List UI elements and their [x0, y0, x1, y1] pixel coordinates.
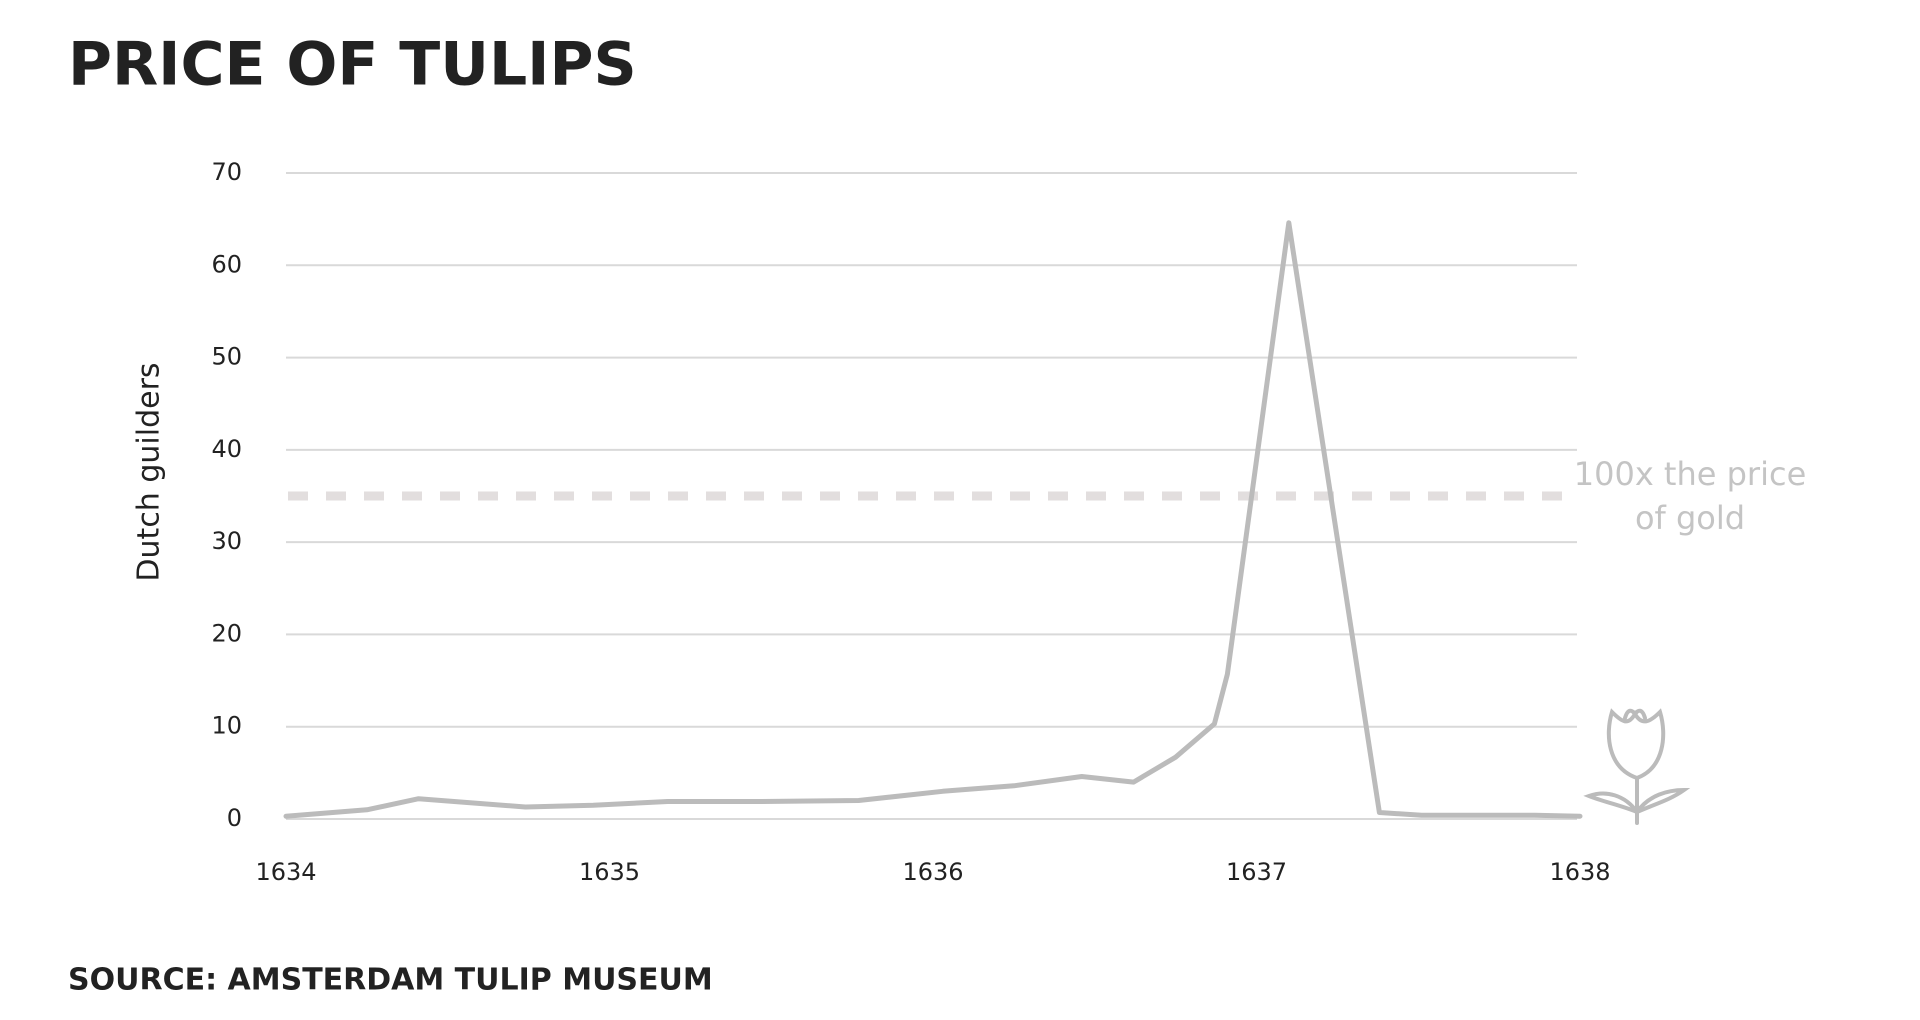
- x-tick-label: 1637: [1226, 858, 1287, 886]
- y-tick-label: 10: [211, 712, 242, 740]
- reference-label: 100x the price of gold: [1573, 455, 1807, 537]
- x-tick-label: 1638: [1549, 858, 1610, 886]
- x-tick-label: 1634: [255, 858, 316, 886]
- y-tick-label: 20: [211, 619, 242, 647]
- chart-title: PRICE OF TULIPS: [68, 30, 637, 100]
- tulip-icon: [1583, 708, 1691, 825]
- y-tick-label: 50: [211, 343, 242, 371]
- x-tick-label: 1635: [579, 858, 640, 886]
- y-tick-label: 30: [211, 527, 242, 555]
- y-tick-label: 60: [211, 250, 242, 278]
- source: SOURCE: AMSTERDAM TULIP MUSEUM: [68, 963, 713, 998]
- price-line: [283, 220, 1583, 819]
- y-tick-label: 70: [211, 158, 242, 186]
- x-tick-label: 1636: [902, 858, 963, 886]
- y-tick-label: 0: [227, 804, 242, 832]
- y-tick-label: 40: [211, 435, 242, 463]
- y-axis-label: Dutch guilders: [132, 362, 167, 581]
